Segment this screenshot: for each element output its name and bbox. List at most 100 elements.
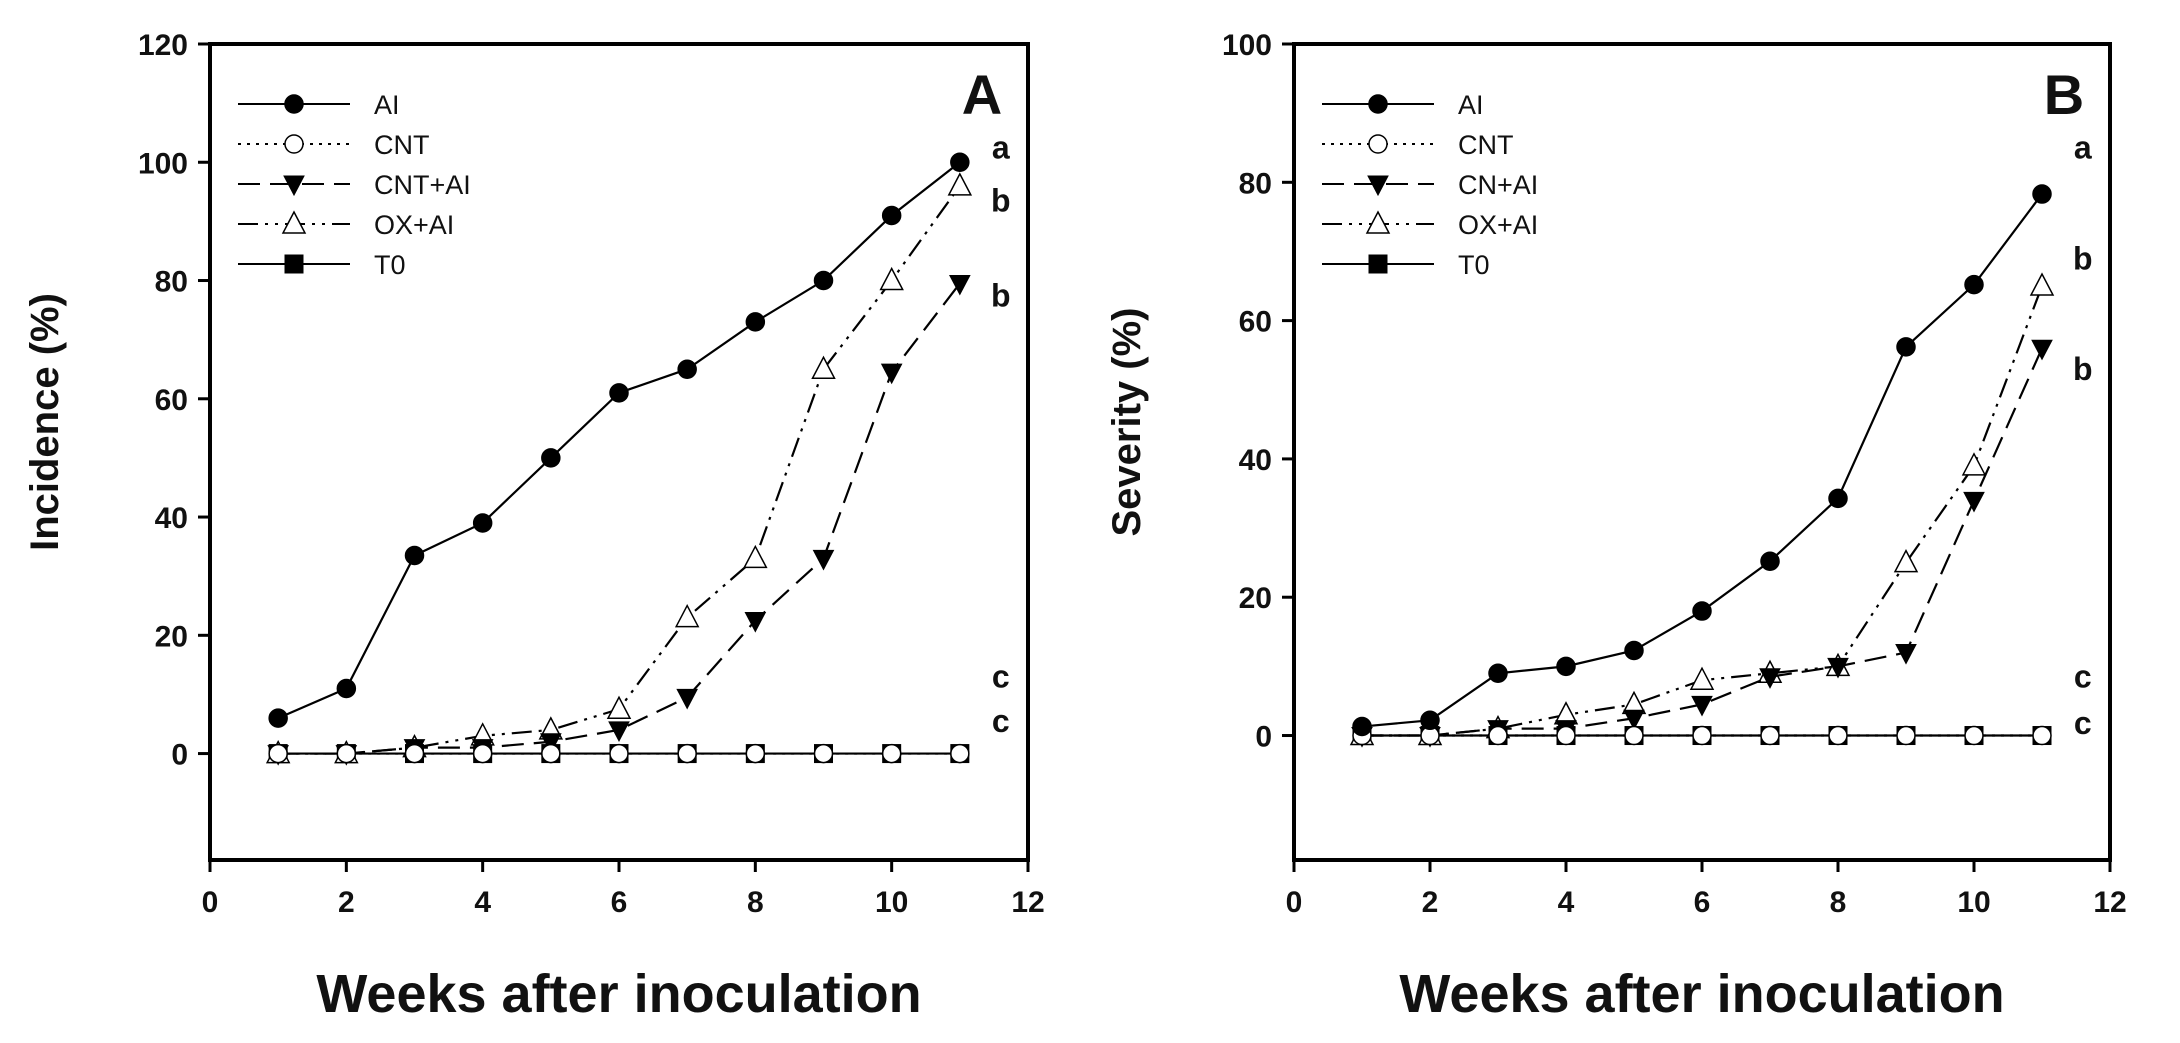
severity-chart-panel: 0 2 4 6 8 10 12 0 20 40 60 80 100 Weeks after inocula… <box>1105 29 2127 1024</box>
y-tick-label: 40 <box>155 502 188 535</box>
data-point-ox-ai <box>1893 549 1919 573</box>
data-point-ai <box>950 152 970 173</box>
y-tick-label: 20 <box>1239 582 1272 615</box>
series-ox-ai <box>265 172 973 764</box>
data-point-ai <box>813 270 834 291</box>
data-point-cnt <box>472 743 493 764</box>
legend-label: CNT <box>1458 130 1514 160</box>
x-tick-label: 12 <box>2093 886 2126 919</box>
x-tick-label: 8 <box>1830 886 1847 919</box>
data-point-cnt-ai <box>676 688 698 710</box>
legend-label: T0 <box>374 250 406 280</box>
data-point-ai <box>1488 663 1508 684</box>
data-point-ai <box>1760 551 1780 572</box>
data-point-cn-ai <box>1759 668 1781 689</box>
data-point-ai <box>1692 601 1712 621</box>
data-point-cnt-ai <box>540 733 562 754</box>
significance-letter: a <box>992 129 1010 165</box>
x-axis-title: Weeks after inoculation <box>316 964 921 1024</box>
data-point-cnt <box>1760 725 1780 746</box>
data-point-ai <box>1624 640 1644 661</box>
legend-marker <box>284 254 304 274</box>
series-line-ai <box>277 161 961 720</box>
data-point-ox-ai <box>743 544 768 569</box>
y-tick-label: 100 <box>138 147 188 180</box>
legend-marker <box>1367 175 1389 197</box>
data-point-ai <box>541 448 561 468</box>
x-tick-label: 10 <box>875 886 908 919</box>
data-point-cnt <box>677 743 697 764</box>
data-point-cnt <box>2032 725 2052 746</box>
x-tick-label: 2 <box>1422 886 1439 919</box>
legend-label: CNT <box>374 130 430 160</box>
significance-letter: c <box>2074 705 2092 741</box>
series-ai <box>268 152 970 728</box>
significance-letter: b <box>991 183 1011 219</box>
data-point-ai <box>1420 710 1440 731</box>
data-point-cnt <box>1964 725 1984 746</box>
data-point-ox-ai <box>947 172 973 196</box>
data-point-ox-ai <box>674 603 700 628</box>
data-point-ai <box>881 205 902 226</box>
series-cnt-ai <box>267 274 971 766</box>
x-tick-label: 10 <box>1957 886 1990 919</box>
data-point-ox-ai <box>606 695 632 719</box>
data-point-cnt <box>1488 725 1508 746</box>
data-point-ai <box>677 359 697 379</box>
data-point-cnt <box>1896 725 1916 746</box>
data-point-cnt <box>745 743 766 764</box>
x-tick-label: 4 <box>474 886 491 919</box>
data-point-ai <box>268 708 288 728</box>
x-tick-label: 12 <box>1011 886 1044 919</box>
data-point-cnt-ai <box>812 549 835 571</box>
y-tick-label: 80 <box>155 266 188 299</box>
data-point-cnt-ai <box>949 274 971 296</box>
data-point-ai <box>1556 656 1576 677</box>
data-point-cn-ai <box>1895 644 1917 665</box>
legend-marker <box>1368 254 1388 274</box>
data-point-cnt <box>1828 725 1848 746</box>
data-point-cnt-ai <box>744 612 767 633</box>
data-point-ai <box>1828 488 1848 509</box>
data-point-ox-ai <box>2029 272 2055 296</box>
data-point-cnt <box>1556 725 1576 746</box>
legend-label: AI <box>374 90 400 120</box>
legend-label: T0 <box>1458 250 1490 280</box>
data-point-cnt <box>404 743 425 764</box>
legend: AI CNT CN+AI OX+AI T0 <box>1322 90 1538 280</box>
data-point-cnt-ai <box>608 721 630 742</box>
data-point-ai <box>472 513 493 533</box>
data-point-ai <box>2032 184 2052 204</box>
y-tick-label: 60 <box>155 384 188 417</box>
data-point-cnt <box>1624 725 1644 746</box>
x-tick-label: 0 <box>1286 886 1303 919</box>
y-axis-title: Incidence (%) <box>23 293 67 551</box>
series-ai <box>1352 184 2052 737</box>
panel-label: B <box>2044 63 2084 126</box>
data-point-cn-ai <box>2031 339 2053 361</box>
data-point-cn-ai <box>1623 709 1645 731</box>
x-tick-label: 6 <box>611 886 628 919</box>
significance-letter: c <box>992 703 1010 739</box>
data-point-cn-ai <box>1691 695 1713 717</box>
data-point-ai <box>1964 274 1984 295</box>
data-point-ai <box>609 383 629 403</box>
panel-label: A <box>962 63 1002 126</box>
significance-letter: b <box>2073 240 2093 276</box>
data-point-ox-ai <box>1689 666 1715 690</box>
data-point-cnt <box>541 743 561 764</box>
y-tick-label: 100 <box>1222 29 1272 62</box>
data-point-cn-ai <box>1963 491 1985 513</box>
significance-letter: b <box>991 277 1011 313</box>
legend-marker <box>284 94 304 114</box>
x-tick-label: 8 <box>747 886 764 919</box>
series-line-cn-ai <box>1362 347 2044 737</box>
y-tick-label: 80 <box>1239 167 1272 200</box>
legend-marker <box>1365 210 1391 234</box>
legend-marker <box>284 134 304 154</box>
data-point-cn-ai <box>1827 657 1849 679</box>
data-point-cnt <box>881 743 902 764</box>
series-cnt <box>1352 725 2052 746</box>
